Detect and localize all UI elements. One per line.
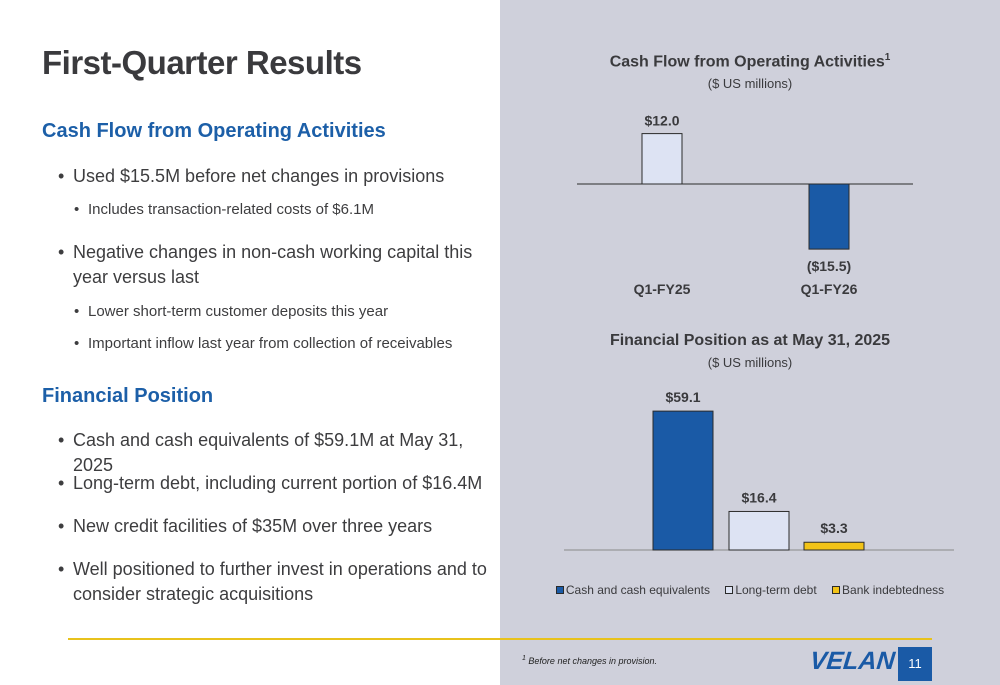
slide-title: First-Quarter Results [42, 44, 362, 81]
footer-divider [68, 638, 932, 640]
cash-flow-chart-title: Cash Flow from Operating Activities1 [500, 52, 1000, 71]
cash-flow-chart: $12.0 Q1-FY25 ($15.5) Q1-FY26 [577, 113, 913, 297]
sub-bullet-text: Lower short-term customer deposits this … [88, 303, 389, 320]
legend-item-cash: Cash and cash equivalents [555, 583, 710, 597]
financial-position-chart: $59.1 $16.4 $3.3 [564, 389, 954, 551]
legend-swatch-icon [725, 586, 734, 594]
bar-bank-indebtedness [803, 541, 865, 551]
bullet-text: Cash and cash equivalents of $59.1M at M… [73, 430, 464, 475]
legend-label: Bank indebtedness [842, 583, 945, 597]
page-number: 11 [898, 647, 932, 681]
financial-position-bullet: • Well positioned to further invest in o… [58, 557, 490, 607]
legend-item-bank: Bank indebtedness [832, 583, 944, 597]
data-label: $12.0 [644, 113, 679, 129]
category-label: Q1-FY25 [634, 281, 691, 297]
bullet-text: Long-term debt, including current portio… [73, 473, 483, 493]
data-label: $3.3 [820, 520, 847, 536]
financial-position-bullet: • Cash and cash equivalents of $59.1M at… [58, 428, 490, 478]
right-chart-pane [500, 0, 1000, 685]
bullet-dot-icon: • [74, 335, 80, 352]
cash-flow-heading: Cash Flow from Operating Activities [42, 120, 386, 142]
bullet-dot-icon: • [74, 201, 80, 218]
cash-flow-sub-bullet: • Important inflow last year from collec… [74, 334, 486, 354]
chart-title-text: Cash Flow from Operating Activities [609, 53, 885, 71]
financial-position-bullet: • New credit facilities of $35M over thr… [58, 514, 490, 539]
cash-flow-bullet: • Used $15.5M before net changes in prov… [58, 164, 490, 189]
legend-swatch-icon [555, 586, 564, 594]
bullet-dot-icon: • [58, 473, 65, 493]
financial-position-bullet: • Long-term debt, including current port… [58, 471, 490, 496]
bar-long-term-debt [728, 510, 790, 551]
bar-cash-and-cash-equivalents [652, 410, 714, 551]
bullet-text: Well positioned to further invest in ope… [73, 559, 487, 604]
bar-q1-fy25 [641, 133, 683, 185]
cash-flow-sub-bullet: • Lower short-term customer deposits thi… [74, 302, 486, 322]
cash-flow-chart-subtitle: ($ US millions) [707, 76, 793, 91]
legend-swatch-icon [832, 586, 841, 594]
bar-q1-fy26 [808, 183, 850, 250]
sub-bullet-text: Includes transaction-related costs of $6… [88, 201, 374, 218]
bullet-dot-icon: • [58, 516, 65, 536]
footnote-marker: 1 [522, 655, 526, 662]
bullet-dot-icon: • [58, 430, 65, 450]
financial-position-legend: Cash and cash equivalents Long-term debt… [500, 583, 1000, 597]
legend-label: Cash and cash equivalents [565, 583, 710, 597]
bullet-text: Used $15.5M before net changes in provis… [73, 166, 445, 186]
footnote: 1 Before net changes in provision. [522, 655, 657, 666]
data-label: $16.4 [741, 489, 776, 505]
sub-bullet-text: Important inflow last year from collecti… [88, 335, 453, 352]
bullet-text: New credit facilities of $35M over three… [73, 516, 433, 536]
financial-position-heading: Financial Position [42, 385, 214, 407]
legend-label: Long-term debt [735, 583, 817, 597]
cash-flow-bullet: • Negative changes in non-cash working c… [58, 240, 490, 290]
data-label: ($15.5) [807, 258, 851, 274]
bullet-text: Negative changes in non-cash working cap… [73, 242, 473, 287]
footnote-text: Before net changes in provision. [528, 656, 658, 666]
velan-logo: VELAN [808, 647, 897, 675]
bullet-dot-icon: • [58, 242, 65, 262]
bullet-dot-icon: • [74, 303, 80, 320]
cash-flow-sub-bullet: • Includes transaction-related costs of … [74, 200, 486, 220]
financial-position-chart-subtitle: ($ US millions) [707, 355, 793, 370]
data-label: $59.1 [665, 389, 700, 405]
legend-item-debt: Long-term debt [725, 583, 817, 597]
left-content-pane [0, 0, 500, 685]
chart-title-footnote-marker: 1 [884, 52, 891, 63]
financial-position-chart-title: Financial Position as at May 31, 2025 [609, 332, 891, 349]
category-label: Q1-FY26 [801, 281, 858, 297]
bullet-dot-icon: • [58, 559, 65, 579]
bullet-dot-icon: • [58, 166, 65, 186]
